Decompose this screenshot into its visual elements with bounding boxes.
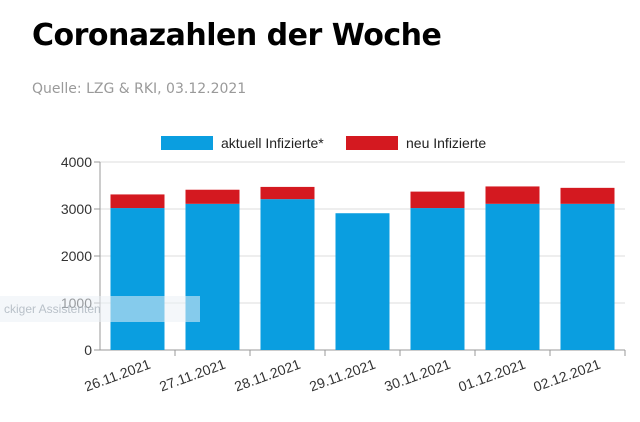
bar-neu-infizierte[interactable] [560,187,615,204]
overlay-text: ckiger Assistenten [0,296,200,322]
y-tick-label: 2000 [61,248,92,264]
x-tick-label: 26.11.2021 [82,356,153,395]
x-tick-label: 29.11.2021 [307,356,378,395]
legend-label: aktuell Infizierte* [221,135,324,151]
bar-aktuell-infizierte[interactable] [410,208,465,350]
y-tick-label: 4000 [61,154,92,170]
bar-neu-infizierte[interactable] [110,194,165,209]
chart-title: Coronazahlen der Woche [32,18,442,53]
legend-swatch [346,136,398,150]
bar-aktuell-infizierte[interactable] [260,199,315,350]
bar-neu-infizierte[interactable] [485,186,540,204]
x-tick-label: 01.12.2021 [456,356,528,395]
bar-aktuell-infizierte[interactable] [335,213,390,350]
y-tick-label: 3000 [61,201,92,217]
x-tick-label: 02.12.2021 [531,356,603,395]
legend-label: neu Infizierte [406,135,486,151]
x-tick-label: 30.11.2021 [382,356,453,395]
bar-neu-infizierte[interactable] [260,186,315,200]
bar-neu-infizierte[interactable] [410,191,465,209]
chart-source: Quelle: LZG & RKI, 03.12.2021 [32,81,247,97]
x-tick-label: 27.11.2021 [157,356,228,395]
bar-aktuell-infizierte[interactable] [485,203,540,350]
x-tick-label: 28.11.2021 [232,356,303,395]
bar-neu-infizierte[interactable] [185,189,240,204]
bar-aktuell-infizierte[interactable] [560,203,615,350]
bar-aktuell-infizierte[interactable] [185,203,240,350]
y-tick-label: 0 [84,342,92,358]
legend-swatch [161,136,213,150]
bar-aktuell-infizierte[interactable] [110,208,165,350]
